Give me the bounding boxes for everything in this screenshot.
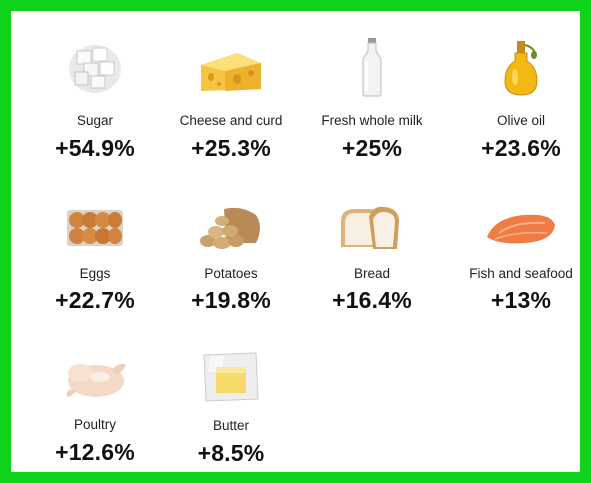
item-label: Sugar (76, 113, 114, 128)
butter-icon (202, 351, 260, 408)
item-label: Fresh whole milk (321, 113, 423, 128)
item-label: Bread (353, 266, 391, 281)
poultry-icon (60, 355, 130, 404)
item-label: Butter (212, 418, 250, 433)
milk-bottle-icon (360, 37, 384, 102)
cheese-icon (197, 51, 265, 100)
item-label: Potatoes (204, 266, 258, 281)
item-butter: Butter +8.5% (156, 351, 306, 471)
item-fish: Fish and seafood +13% (446, 201, 591, 321)
item-milk: Fresh whole milk +25% (297, 37, 447, 167)
bread-icon (339, 203, 405, 258)
olive-oil-icon (501, 39, 541, 102)
item-label: Cheese and curd (179, 113, 283, 128)
item-eggs: Eggs +22.7% (20, 201, 170, 321)
item-change: +25% (341, 135, 403, 161)
item-change: +23.6% (481, 135, 561, 161)
item-bread: Bread +16.4% (297, 201, 447, 321)
item-potatoes: Potatoes +19.8% (156, 201, 306, 321)
eggs-icon (66, 209, 124, 252)
item-label: Fish and seafood (469, 266, 573, 281)
item-cheese: Cheese and curd +25.3% (156, 37, 306, 167)
item-change: +8.5% (197, 440, 265, 466)
item-poultry: Poultry +12.6% (20, 351, 170, 471)
item-change: +22.7% (55, 287, 135, 313)
item-change: +19.8% (191, 287, 271, 313)
item-change: +13% (490, 287, 552, 313)
item-change: +25.3% (191, 135, 271, 161)
item-label: Olive oil (496, 113, 545, 128)
fish-icon (485, 211, 557, 252)
potatoes-icon (196, 205, 266, 256)
item-olive-oil: Olive oil +23.6% (446, 37, 591, 167)
item-change: +54.9% (55, 135, 135, 161)
item-label: Poultry (73, 417, 117, 432)
item-label: Eggs (79, 266, 111, 281)
sugar-cubes-icon (65, 39, 125, 100)
item-change: +12.6% (55, 439, 135, 465)
item-change: +16.4% (332, 287, 412, 313)
item-sugar: Sugar +54.9% (20, 37, 170, 167)
